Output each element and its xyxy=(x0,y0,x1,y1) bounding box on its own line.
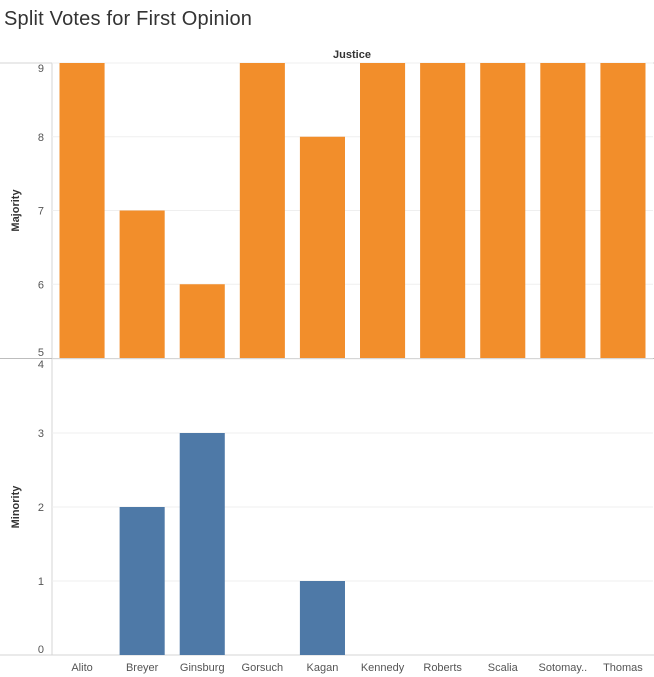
x-tick-label: Kennedy xyxy=(361,662,405,674)
majority-tick-label: 7 xyxy=(38,206,44,218)
majority-bar-scalia[interactable] xyxy=(480,63,526,358)
x-tick-label: Gorsuch xyxy=(242,662,284,674)
majority-bar-breyer[interactable] xyxy=(119,210,165,359)
x-tick-label: Scalia xyxy=(488,662,519,674)
minority-bar-kagan[interactable] xyxy=(299,581,345,655)
majority-tick-label: 9 xyxy=(38,63,44,75)
majority-tick-label: 6 xyxy=(38,279,44,291)
chart-title: Split Votes for First Opinion xyxy=(4,8,253,30)
majority-bar-alito[interactable] xyxy=(59,63,105,358)
minority-bar-ginsburg[interactable] xyxy=(179,433,225,655)
x-tick-label: Kagan xyxy=(307,662,339,674)
minority-tick-label: 4 xyxy=(38,359,44,371)
majority-bar-roberts[interactable] xyxy=(420,63,466,358)
x-tick-label: Thomas xyxy=(603,662,643,674)
x-tick-label: Sotomay.. xyxy=(538,662,587,674)
column-header: Justice xyxy=(333,49,371,61)
majority-bar-sotomay[interactable] xyxy=(540,63,586,358)
minority-tick-label: 1 xyxy=(38,576,44,588)
x-tick-label: Ginsburg xyxy=(180,662,225,674)
majority-bar-thomas[interactable] xyxy=(600,63,646,358)
minority-row-label: Minority xyxy=(10,485,22,529)
majority-tick-label: 8 xyxy=(38,132,44,144)
majority-row-label: Majority xyxy=(10,189,22,232)
minority-tick-label: 3 xyxy=(38,428,44,440)
majority-bar-kennedy[interactable] xyxy=(360,63,406,358)
majority-bar-ginsburg[interactable] xyxy=(179,284,225,358)
minority-bar-breyer[interactable] xyxy=(119,507,165,655)
x-tick-label: Alito xyxy=(71,662,92,674)
minority-tick-label: 0 xyxy=(38,644,44,656)
x-tick-label: Roberts xyxy=(423,662,462,674)
minority-tick-label: 2 xyxy=(38,502,44,514)
majority-bar-kagan[interactable] xyxy=(299,136,345,358)
majority-tick-label: 5 xyxy=(38,347,44,359)
x-tick-label: Breyer xyxy=(126,662,159,674)
majority-bar-gorsuch[interactable] xyxy=(239,63,285,358)
